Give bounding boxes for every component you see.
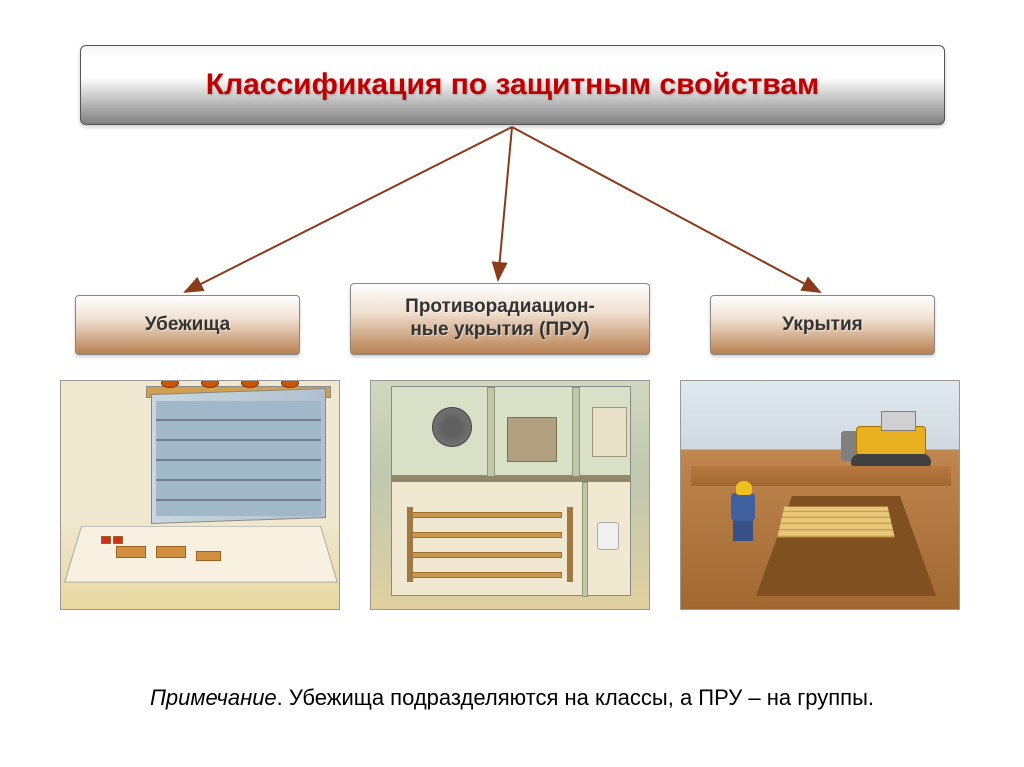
bulldozer-icon xyxy=(846,416,946,471)
category-label: Убежища xyxy=(145,314,230,337)
illustration-trench-construction xyxy=(680,380,960,610)
note-body: . Убежища подразделяются на классы, а ПР… xyxy=(277,685,874,710)
illustration-shelter-building xyxy=(60,380,340,610)
category-label: Противорадиацион- ные укрытия (ПРУ) xyxy=(405,296,595,342)
worker-icon xyxy=(721,481,766,541)
illustration-pru-crosssection xyxy=(370,380,650,610)
title-box: Классификация по защитным свойствам xyxy=(80,45,945,125)
category-box-covers: Укрытия xyxy=(710,295,935,355)
category-box-shelters: Убежища xyxy=(75,295,300,355)
title-text: Классификация по защитным свойствам xyxy=(206,68,819,102)
category-box-pru: Противорадиацион- ные укрытия (ПРУ) xyxy=(350,283,650,355)
footnote: Примечание. Убежища подразделяются на кл… xyxy=(0,685,1024,711)
category-label: Укрытия xyxy=(782,314,863,337)
note-prefix: Примечание xyxy=(150,685,277,710)
